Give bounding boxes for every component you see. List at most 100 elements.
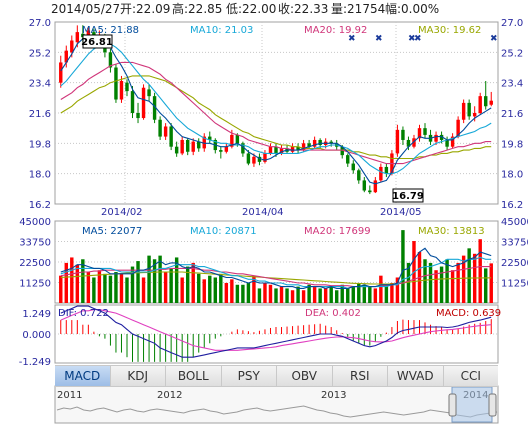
tab-macd[interactable]: MACD — [55, 366, 111, 386]
candle-up — [290, 146, 295, 152]
date-label: 2014/05 — [380, 207, 422, 218]
volume-bar-down — [334, 290, 339, 303]
candle-down — [346, 155, 350, 164]
tab-wvad[interactable]: WVAD — [388, 366, 444, 386]
tab-psy[interactable]: PSY — [222, 366, 277, 386]
event-markers[interactable]: ✖ ✖ ✖ ✖ ✖ — [348, 34, 498, 44]
quote-date: 2014/05/27 — [51, 2, 120, 16]
candle-up — [412, 138, 416, 147]
tab-rsi[interactable]: RSI — [333, 366, 388, 386]
ma10-line — [60, 43, 492, 175]
volume-tick-label: 11250 — [501, 279, 528, 290]
overview-range-selector[interactable] — [451, 386, 493, 423]
candle-up — [141, 87, 146, 119]
candle-down — [296, 146, 300, 151]
overview-right-handle[interactable] — [488, 393, 497, 417]
candle-down — [197, 141, 201, 149]
price-tick-label: 19.8 — [29, 139, 51, 150]
volume-bar-up — [70, 257, 74, 303]
volume-ma30-legend: MA30: 13813 — [418, 226, 485, 237]
price-tick-label: 19.8 — [501, 139, 523, 150]
volume-bar-up — [312, 286, 317, 303]
candle-up — [224, 146, 229, 152]
volume-bar-up — [478, 239, 482, 303]
candle-down — [185, 139, 190, 152]
min-price-annotation: 16.79 — [392, 188, 424, 203]
candle-down — [423, 128, 427, 135]
price-tick-label: 23.4 — [29, 79, 51, 90]
volume-axis-right: 45000 33750 22500 11250 — [501, 217, 528, 290]
volume-bar-up — [224, 282, 229, 303]
volume-moving-averages — [60, 247, 492, 289]
overview-year: 2011 — [57, 390, 82, 401]
overview-price-line — [56, 405, 498, 418]
volume-bar-up — [141, 277, 146, 303]
volume-bar-up — [97, 270, 102, 303]
overview-year: 2012 — [157, 390, 182, 401]
quote-high: 高:22.85 — [172, 1, 222, 16]
price-ma-legend: MA5: 21.88 MA10: 21.03 MA20: 19.92 MA30:… — [82, 25, 481, 36]
event-marker-icon[interactable]: ✖ — [408, 34, 416, 44]
volume-bar-down — [423, 259, 427, 303]
volume-bar-up — [191, 262, 195, 303]
volume-bar-down — [406, 262, 411, 303]
volume-bar-up — [230, 279, 234, 303]
candle-up — [456, 119, 460, 137]
tab-obv[interactable]: OBV — [277, 366, 333, 386]
candle-up — [191, 141, 195, 152]
price-moving-averages — [60, 36, 492, 185]
volume-bar-up — [268, 284, 273, 303]
candle-down — [329, 141, 333, 144]
macd-tick-label: 1.249 — [22, 309, 51, 320]
event-marker-icon[interactable]: ✖ — [414, 34, 422, 44]
volume-bar-down — [428, 262, 433, 303]
volume-bar-down — [241, 284, 245, 303]
volume-ma10-legend: MA10: 20871 — [190, 226, 257, 237]
volume-bar-down — [152, 259, 157, 303]
tab-cci[interactable]: CCI — [460, 369, 481, 383]
macd-dif-line — [60, 305, 492, 358]
volume-bar-up — [252, 275, 256, 303]
volume-bar-up — [461, 255, 466, 303]
candle-up — [252, 156, 256, 164]
price-tick-label: 27.0 — [29, 18, 51, 29]
volume-bar-up — [434, 270, 438, 303]
event-marker-icon[interactable]: ✖ — [348, 34, 356, 44]
candle-up — [119, 80, 124, 100]
tab-boll[interactable]: BOLL — [166, 366, 222, 386]
candle-up — [230, 134, 234, 147]
volume-bar-up — [59, 275, 63, 303]
volume-bar-down — [125, 277, 129, 303]
volume-bar-up — [456, 262, 460, 303]
volume-bar-down — [219, 273, 223, 303]
candle-down — [467, 102, 471, 117]
quote-close: 收:22.33 — [278, 2, 328, 16]
candle-up — [489, 100, 493, 105]
candle-down — [114, 67, 118, 100]
event-marker-icon[interactable]: ✖ — [490, 34, 498, 44]
overview-left-handle[interactable] — [448, 393, 457, 417]
volume-bar-up — [290, 290, 295, 303]
price-ma10-legend: MA10: 21.03 — [190, 25, 253, 36]
volume-bar-down — [362, 284, 367, 303]
volume-bar-down — [445, 259, 449, 303]
candle-down — [340, 146, 344, 156]
overview-trace — [56, 405, 498, 418]
volume-bar-up — [489, 263, 493, 303]
candle-up — [379, 166, 383, 181]
candle-up — [312, 139, 317, 147]
tab-kdj[interactable]: KDJ — [111, 366, 166, 386]
volume-bar-up — [301, 290, 306, 303]
overview-navigator[interactable] — [54, 385, 499, 424]
volume-bar-up — [379, 275, 383, 303]
price-ma30-legend: MA30: 19.62 — [418, 25, 481, 36]
price-tick-label: 18.0 — [501, 170, 523, 181]
volume-tick-label: 33750 — [501, 238, 528, 249]
candle-down — [401, 129, 405, 140]
volume-ma5-line — [60, 247, 492, 289]
volume-bar-down — [357, 282, 361, 303]
volume-bar-down — [147, 255, 151, 303]
indicator-tab-bar: MACD KDJ BOLL PSY OBV RSI WVAD CCI — [55, 365, 498, 387]
event-marker-icon[interactable]: ✖ — [375, 34, 383, 44]
candle-down — [318, 139, 322, 146]
